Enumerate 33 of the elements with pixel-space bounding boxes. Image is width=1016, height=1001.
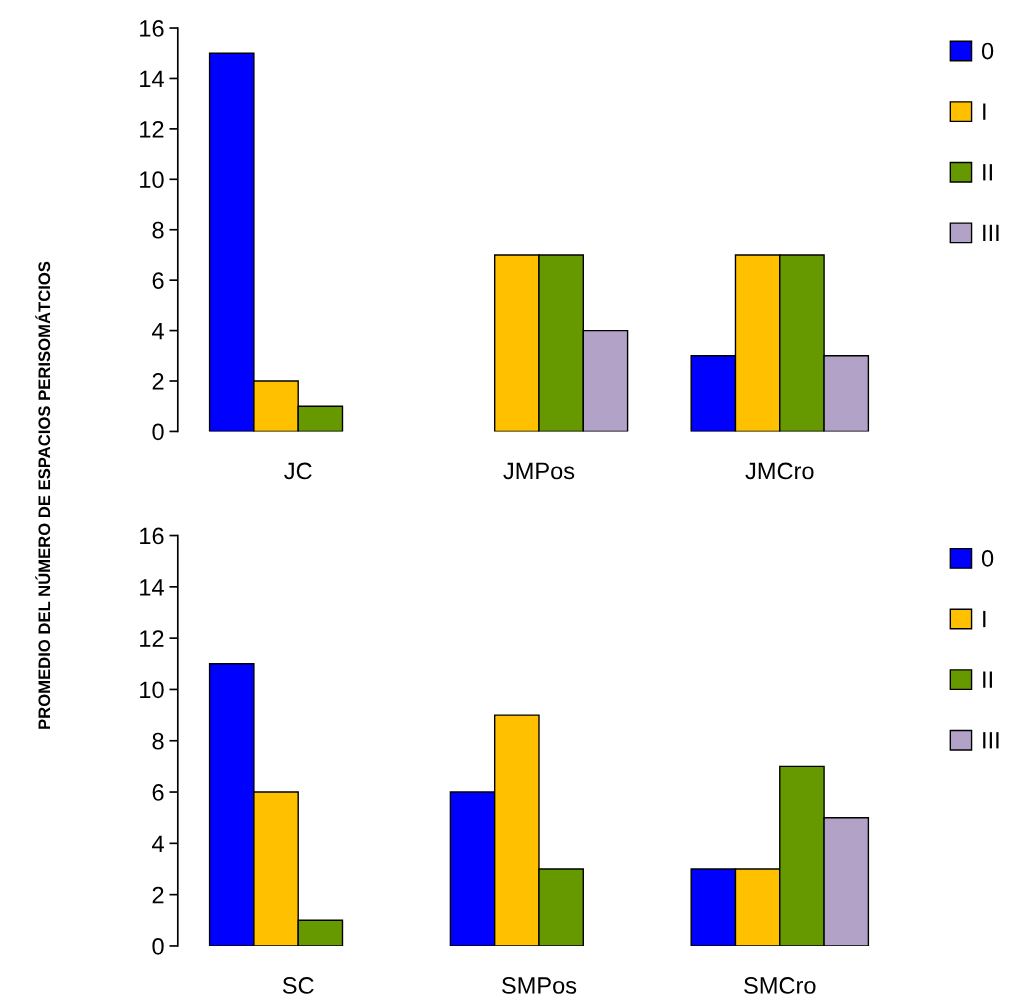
y-tick-label: 8	[152, 221, 164, 239]
y-tick-label: 10	[140, 171, 164, 189]
legend-label: I	[983, 610, 986, 628]
legend-label: 0	[981, 550, 994, 567]
y-tick-label: 14	[140, 579, 164, 596]
x-tick-label: JC	[284, 462, 312, 480]
y-tick-label: 2	[152, 373, 164, 390]
y-tick-label: 8	[152, 732, 164, 750]
x-tick-label: JMCro	[745, 462, 814, 480]
y-tick-label: 10	[140, 681, 164, 699]
y-tick-label: 16	[140, 20, 164, 37]
y-tick-label: 0	[152, 423, 164, 441]
x-tick-label: SMCro	[744, 977, 816, 994]
y-tick-label: 6	[152, 272, 164, 289]
y-tick-label: 6	[152, 784, 164, 801]
legend-label: II	[983, 671, 992, 688]
y-axis-title: PROMEDIO DEL NÚMERO DE ESPACIOS PERISOMÁTCIOS	[35, 261, 51, 729]
y-tick-label: 12	[140, 120, 164, 138]
x-tick-label: SMPos	[502, 977, 577, 994]
legend-label: 0	[981, 42, 994, 60]
y-tick-label: 12	[140, 630, 164, 647]
legend-label: III	[983, 224, 999, 242]
legend-label: II	[983, 164, 992, 181]
legend-label: I	[983, 103, 986, 120]
y-tick-label: 16	[140, 527, 164, 545]
y-tick-label: 0	[152, 938, 164, 955]
y-tick-label: 14	[140, 70, 164, 88]
x-tick-label: JMPos	[503, 462, 575, 480]
y-tick-label: 4	[152, 322, 164, 340]
legend-label: III	[983, 732, 999, 749]
y-tick-label: 2	[152, 886, 164, 904]
y-tick-label: 4	[152, 835, 164, 852]
x-tick-label: SC	[282, 977, 314, 994]
